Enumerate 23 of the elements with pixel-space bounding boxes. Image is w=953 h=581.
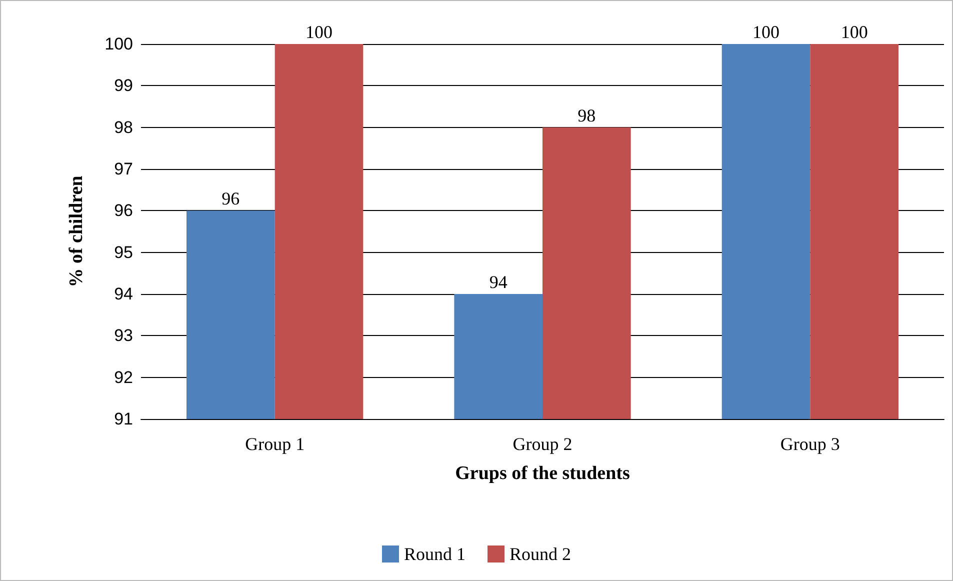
data-label: 98 <box>578 105 596 126</box>
data-label: 100 <box>840 22 868 42</box>
y-tick-label: 98 <box>114 118 133 137</box>
x-tick-label: Group 1 <box>245 434 305 454</box>
y-tick-label: 92 <box>114 368 133 387</box>
data-label: 100 <box>306 22 332 42</box>
data-label: 100 <box>752 22 780 42</box>
y-tick-label: 93 <box>114 326 133 346</box>
legend-label: Round 2 <box>510 544 572 564</box>
y-tick-label: 100 <box>104 34 133 54</box>
legend-label: Round 1 <box>404 544 466 564</box>
x-axis-title: Grups of the students <box>455 463 630 484</box>
data-label: 94 <box>489 272 508 292</box>
y-tick-label: 97 <box>114 160 133 178</box>
x-tick-label: Group 2 <box>512 434 572 454</box>
y-tick-label: 94 <box>114 284 133 304</box>
y-tick-label: 95 <box>114 242 133 262</box>
y-tick-label: 99 <box>114 76 133 96</box>
x-tick-label: Group 3 <box>780 434 840 454</box>
y-axis-title: % of children <box>66 175 87 288</box>
y-tick-label: 96 <box>114 201 133 220</box>
data-label: 96 <box>222 188 240 209</box>
y-tick-label: 91 <box>114 410 133 428</box>
